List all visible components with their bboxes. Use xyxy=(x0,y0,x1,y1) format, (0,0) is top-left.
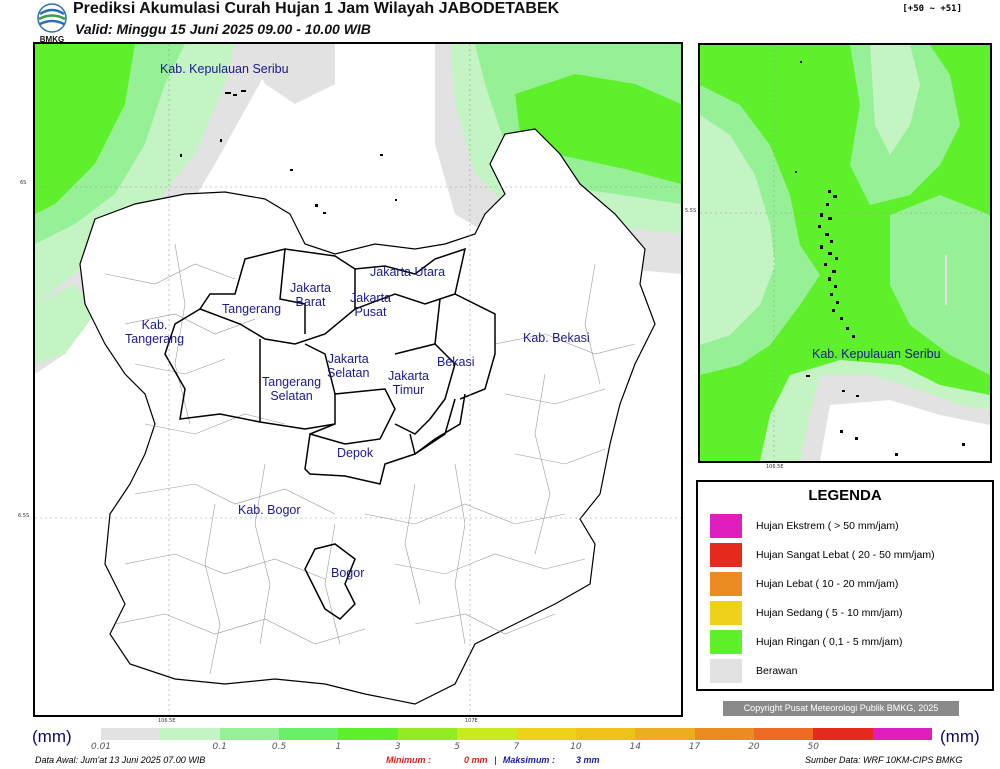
legend-label: Hujan Sedang ( 5 - 10 mm/jam) xyxy=(756,607,903,619)
label-tangerang: Tangerang xyxy=(222,302,282,316)
maksimum-label: Maksimum : xyxy=(502,755,555,765)
scale-segment xyxy=(219,728,280,740)
scale-tick-label: 14 xyxy=(629,742,641,752)
main-map-canvas xyxy=(35,44,681,715)
main-tick-lon-left: 106.5E xyxy=(158,718,176,724)
scale-segment xyxy=(694,728,754,740)
legend-item-hujan-sangat-lebat: Hujan Sangat Lebat ( 20 - 50 mm/jam) xyxy=(710,543,980,567)
main-tick-lat-bottom: 6.5S xyxy=(18,513,30,519)
main-map: Kab. Kepulauan Seribu Jakarta Utara Jaka… xyxy=(33,42,683,717)
legend-item-berawan: Berawan xyxy=(710,659,980,683)
scale-segment xyxy=(101,728,161,740)
legend-label: Berawan xyxy=(756,665,798,677)
footer-min-max: Minimum : 0 mm | Maksimum : 3 mm xyxy=(386,755,599,765)
scale-tick-label: 7 xyxy=(513,742,520,752)
inset-tick-lon: 106.5E xyxy=(766,464,784,470)
inset-map: Kab. Kepulauan Seribu xyxy=(698,43,992,463)
inset-map-canvas xyxy=(700,45,990,461)
min-max-separator: | xyxy=(494,755,497,765)
color-scale-ticks: 0.01 0.1 0.5 1 3 5 7 10 14 17 20 50 xyxy=(0,742,1000,754)
bmkg-logo: BMKG xyxy=(37,3,67,44)
legend-swatch xyxy=(710,601,742,625)
legend-swatch xyxy=(710,572,742,596)
label-jakarta-barat: Jakarta Barat xyxy=(290,281,331,309)
minimum-label: Minimum : xyxy=(386,755,431,765)
scale-segment xyxy=(338,728,398,740)
logo-text: BMKG xyxy=(40,35,64,44)
scale-segment xyxy=(397,728,458,740)
scale-tick-label: 20 xyxy=(748,742,760,752)
label-depok: Depok xyxy=(337,446,374,460)
legend-swatch xyxy=(710,659,742,683)
scale-tick-label: 0.1 xyxy=(212,742,227,752)
legend-label: Hujan Ekstrem ( > 50 mm/jam) xyxy=(756,520,899,532)
scale-tick-label: 50 xyxy=(807,742,820,752)
main-tick-lon-right: 107E xyxy=(465,718,478,724)
scale-segment xyxy=(635,728,695,740)
scale-tick-label: 17 xyxy=(688,742,701,752)
label-tangerang-selatan: Tangerang Selatan xyxy=(262,375,322,403)
main-tick-lat-top: 6S xyxy=(20,180,27,186)
inset-label-kab-kepulauan-seribu: Kab. Kepulauan Seribu xyxy=(812,347,941,361)
label-kab-bogor: Kab. Bogor xyxy=(238,503,301,517)
page-title: Prediksi Akumulasi Curah Hujan 1 Jam Wil… xyxy=(73,0,560,17)
footer-sumber-data: Sumber Data: WRF 10KM-CIPS BMKG xyxy=(805,755,963,765)
label-jakarta-pusat: Jakarta Pusat xyxy=(350,291,391,319)
scale-tick-label: 5 xyxy=(454,742,461,752)
label-kab-kepulauan-seribu: Kab. Kepulauan Seribu xyxy=(160,62,289,76)
scale-segment xyxy=(575,728,636,740)
legend-swatch xyxy=(710,543,742,567)
scale-segment xyxy=(813,728,873,740)
legend-item-hujan-ringan: Hujan Ringan ( 0,1 - 5 mm/jam) xyxy=(710,630,980,654)
legend-item-hujan-sedang: Hujan Sedang ( 5 - 10 mm/jam) xyxy=(710,601,980,625)
legend-swatch xyxy=(710,514,742,538)
footer-data-awal: Data Awal: Jum'at 13 Juni 2025 07.00 WIB xyxy=(35,755,206,765)
label-kab-tangerang: Kab. Tangerang xyxy=(125,318,185,346)
label-bekasi: Bekasi xyxy=(437,355,475,369)
inset-tick-lat: 5.5S xyxy=(685,208,697,214)
valid-period: Valid: Minggu 15 Juni 2025 09.00 - 10.00… xyxy=(75,21,371,37)
scale-segment xyxy=(872,728,933,740)
label-bogor: Bogor xyxy=(331,566,365,580)
scale-tick-label: 0.5 xyxy=(271,742,287,752)
forecast-range-tag: [+50 ~ +51] xyxy=(902,4,962,14)
scale-segment xyxy=(516,728,576,740)
scale-segment xyxy=(279,728,339,740)
maksimum-value: 3 mm xyxy=(575,755,600,765)
label-jakarta-timur: Jakarta Timur xyxy=(388,369,429,397)
scale-unit-right: (mm) xyxy=(940,727,980,746)
legend-item-hujan-ekstrem: Hujan Ekstrem ( > 50 mm/jam) xyxy=(710,514,980,538)
label-jakarta-selatan: Jakarta Selatan xyxy=(327,352,370,380)
scale-tick-label: 3 xyxy=(394,742,401,752)
label-kab-bekasi: Kab. Bekasi xyxy=(523,331,590,345)
scale-segment xyxy=(457,728,517,740)
label-jakarta-utara: Jakarta Utara xyxy=(370,265,446,279)
legend-swatch xyxy=(710,630,742,654)
scale-tick-label: 10 xyxy=(570,742,582,752)
legend-label: Hujan Lebat ( 10 - 20 mm/jam) xyxy=(756,578,899,590)
scale-segment xyxy=(160,728,220,740)
legend-title: LEGENDA xyxy=(808,487,882,504)
minimum-value: 0 mm xyxy=(464,755,488,765)
legend: LEGENDA Hujan Ekstrem ( > 50 mm/jam) Huj… xyxy=(696,480,994,691)
scale-tick-label: 1 xyxy=(335,742,342,752)
copyright-badge: Copyright Pusat Meteorologi Publik BMKG,… xyxy=(723,701,959,716)
legend-item-hujan-lebat: Hujan Lebat ( 10 - 20 mm/jam) xyxy=(710,572,980,596)
legend-label: Hujan Sangat Lebat ( 20 - 50 mm/jam) xyxy=(756,549,935,561)
scale-segment xyxy=(753,728,814,740)
color-scale-bar xyxy=(101,728,933,740)
scale-unit-left: (mm) xyxy=(32,727,72,746)
legend-label: Hujan Ringan ( 0,1 - 5 mm/jam) xyxy=(756,636,903,648)
scale-tick-label: 0.01 xyxy=(90,742,112,752)
